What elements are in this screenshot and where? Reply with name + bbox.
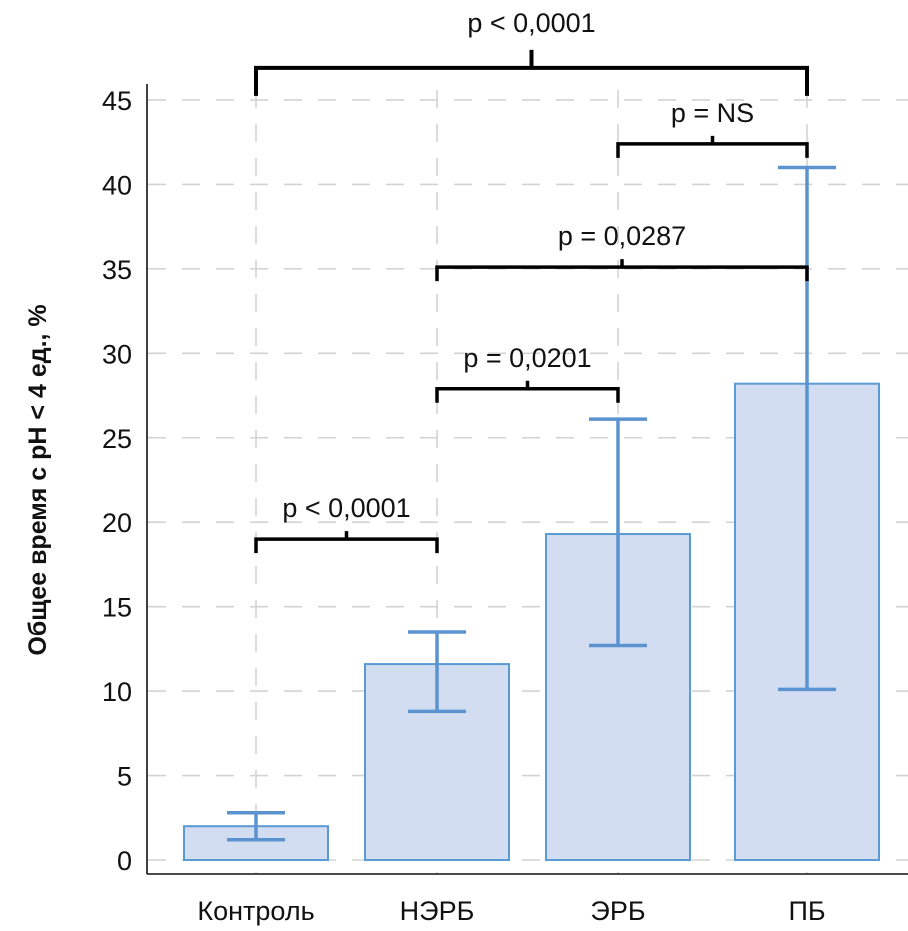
y-tick-label: 10 xyxy=(102,677,132,707)
significance-brackets: p < 0,0001 p = 0,0201 p = 0,0287 p = NS p < … xyxy=(254,8,809,554)
y-tick-label: 5 xyxy=(117,762,132,792)
significance-bracket: p < 0,0001 xyxy=(254,493,439,554)
y-tick-labels: 0 5 10 15 20 25 30 35 40 45 xyxy=(102,86,132,876)
bracket-line xyxy=(435,387,620,403)
significance-bracket: p < 0,0001 xyxy=(254,8,809,96)
y-tick-label: 15 xyxy=(102,593,132,623)
significance-bracket: p = 0,0201 xyxy=(435,343,620,403)
y-tick-label: 25 xyxy=(102,424,132,454)
p-value-label: p < 0,0001 xyxy=(467,8,595,38)
significance-bracket: p = NS xyxy=(616,98,809,158)
x-tick-label: ЭРБ xyxy=(590,896,645,926)
p-value-label: p = NS xyxy=(671,98,754,128)
p-value-label: p = 0,0201 xyxy=(463,343,591,373)
x-tick-label: Контроль xyxy=(197,896,314,926)
y-tick-label: 35 xyxy=(102,255,132,285)
bracket-line xyxy=(616,142,809,158)
y-tick-label: 0 xyxy=(117,846,132,876)
p-value-label: p = 0,0287 xyxy=(558,221,686,251)
y-tick-label: 20 xyxy=(102,508,132,538)
y-axis-label: Общее время с pH < 4 ед., % xyxy=(24,304,52,655)
x-tick-label: ПБ xyxy=(788,896,825,926)
bracket-line xyxy=(254,65,809,96)
error-bars xyxy=(227,165,836,842)
x-tick-labels: Контроль НЭРБ ЭРБ ПБ xyxy=(197,896,825,926)
axes xyxy=(146,84,908,875)
y-tick-label: 30 xyxy=(102,339,132,369)
bracket-line xyxy=(254,537,439,554)
p-value-label: p < 0,0001 xyxy=(282,493,410,523)
bars xyxy=(183,382,880,861)
y-tick-label: 45 xyxy=(102,86,132,116)
y-tick-label: 40 xyxy=(102,170,132,200)
significance-bracket: p = 0,0287 xyxy=(435,221,809,282)
x-tick-label: НЭРБ xyxy=(400,896,475,926)
